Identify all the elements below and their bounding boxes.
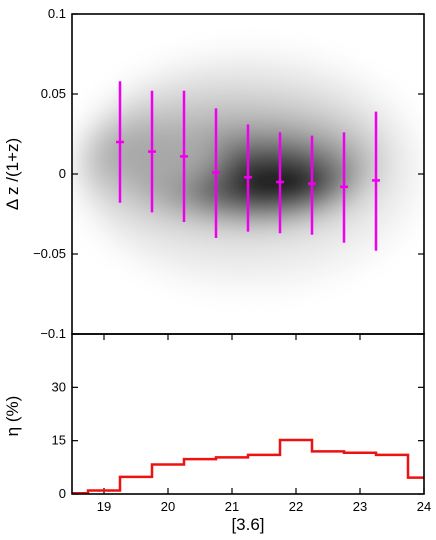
bottom-x-tick-label: 21 bbox=[225, 499, 239, 514]
bottom-y-tick-label: 30 bbox=[52, 379, 66, 394]
bottom-y-axis-label: η (%) bbox=[3, 396, 22, 437]
bottom-x-tick-label: 20 bbox=[161, 499, 175, 514]
top-y-tick-label: −0.05 bbox=[33, 246, 66, 261]
top-panel: −0.1 −0.05 0 0.05 0.1 Δ z /(1+z) bbox=[3, 6, 425, 341]
density-map bbox=[72, 14, 424, 334]
top-y-tick-label: 0.05 bbox=[41, 86, 66, 101]
top-y-tick-label: 0.1 bbox=[48, 6, 66, 21]
top-y-tick-label: −0.1 bbox=[40, 326, 66, 341]
bottom-y-tick-label: 0 bbox=[59, 486, 66, 501]
bottom-x-axis: 19 20 21 22 23 24 bbox=[97, 334, 431, 514]
top-y-tick-label: 0 bbox=[59, 166, 66, 181]
bottom-panel-frame bbox=[71, 333, 425, 495]
bottom-y-axis: 0 15 30 bbox=[52, 379, 424, 501]
bottom-panel: 0 15 30 19 20 21 22 23 24 η (%) [3.6] bbox=[3, 333, 431, 534]
efficiency-step-line bbox=[72, 438, 424, 494]
top-y-axis: −0.1 −0.05 0 0.05 0.1 bbox=[33, 6, 424, 341]
bottom-x-tick-label: 22 bbox=[289, 499, 303, 514]
bottom-x-tick-label: 19 bbox=[97, 499, 111, 514]
bottom-x-tick-label: 24 bbox=[417, 499, 431, 514]
bottom-x-tick-label: 23 bbox=[353, 499, 367, 514]
top-y-axis-label: Δ z /(1+z) bbox=[3, 138, 22, 210]
bottom-x-axis-label: [3.6] bbox=[231, 515, 264, 534]
bottom-y-tick-label: 15 bbox=[52, 433, 66, 448]
error-bar-series bbox=[116, 81, 380, 251]
